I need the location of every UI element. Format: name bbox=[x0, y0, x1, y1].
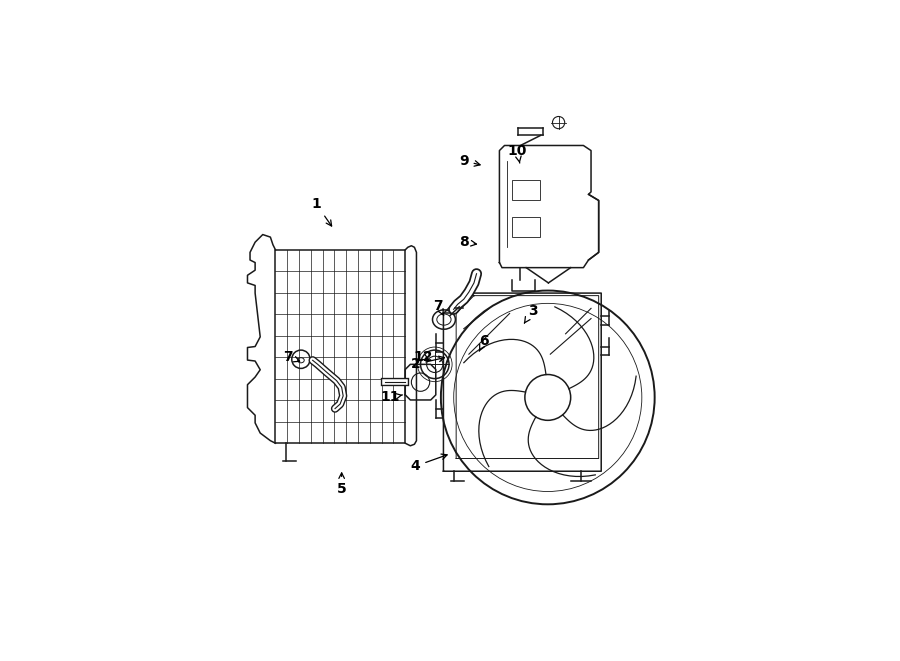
Text: 2: 2 bbox=[410, 356, 445, 371]
Text: 9: 9 bbox=[459, 154, 480, 168]
Text: 12: 12 bbox=[413, 350, 433, 364]
Text: 1: 1 bbox=[311, 197, 331, 226]
Text: 3: 3 bbox=[525, 304, 537, 323]
Text: 5: 5 bbox=[337, 473, 347, 496]
Text: 7: 7 bbox=[284, 350, 300, 364]
Text: 11: 11 bbox=[380, 391, 402, 405]
Text: 4: 4 bbox=[410, 454, 447, 473]
Text: 7: 7 bbox=[434, 299, 444, 315]
Text: 8: 8 bbox=[459, 235, 476, 249]
Text: 10: 10 bbox=[508, 143, 526, 163]
Text: 6: 6 bbox=[479, 334, 489, 351]
